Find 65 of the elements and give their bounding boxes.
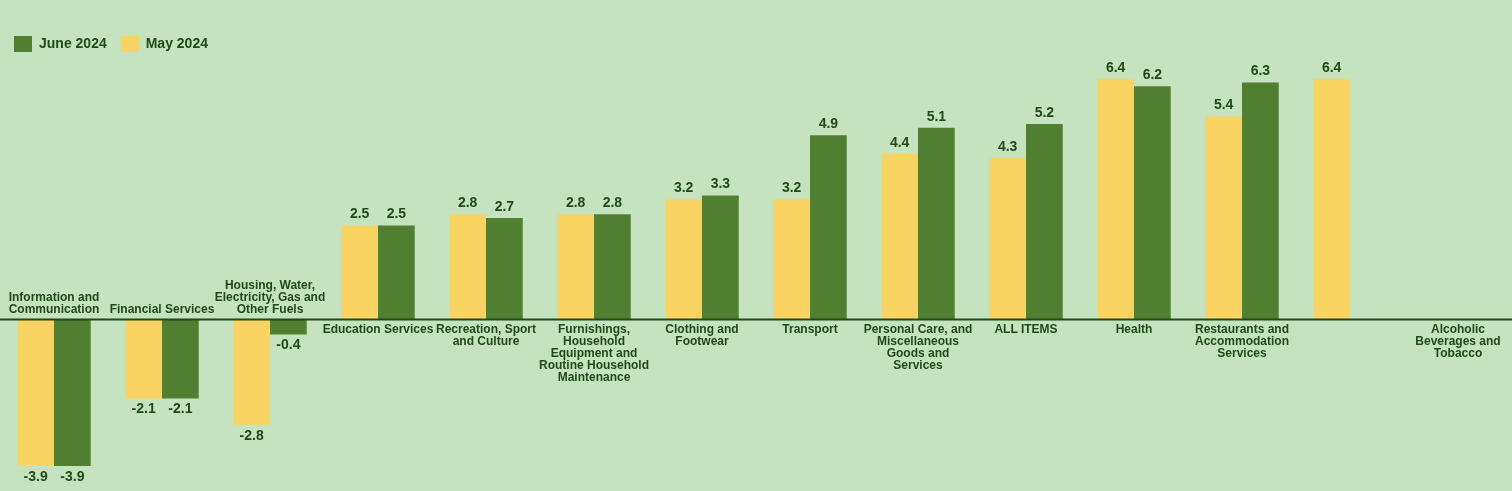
bar xyxy=(449,214,486,320)
x-tick-label: Restaurants and Accommodation Services xyxy=(1194,321,1290,360)
bar xyxy=(1242,82,1279,320)
bar xyxy=(378,225,415,320)
legend-label: June 2024 xyxy=(39,34,107,51)
bar xyxy=(1097,78,1134,320)
data-label: -2.8 xyxy=(239,426,264,443)
bar xyxy=(918,127,955,320)
bar xyxy=(1134,86,1171,320)
data-label: 4.4 xyxy=(889,133,910,150)
data-label: -2.1 xyxy=(131,400,156,417)
bar xyxy=(1026,123,1063,320)
x-tick-label: Clothing and Footwear xyxy=(665,321,739,348)
x-tick-label: Financial Services xyxy=(109,301,215,316)
x-tick-label: Transport xyxy=(782,321,838,336)
bar xyxy=(17,319,54,467)
data-label: 3.3 xyxy=(710,175,731,192)
data-label: 3.2 xyxy=(673,179,694,195)
x-tick-label: Furnishings, Household Equipment and Routine Household Maintenance xyxy=(539,321,649,384)
data-label: -2.1 xyxy=(168,400,193,417)
bar xyxy=(341,225,378,320)
bar xyxy=(881,154,918,320)
x-tick-label: Recreation, Sport and Culture xyxy=(435,321,537,348)
data-label: 6.3 xyxy=(1250,62,1271,79)
data-label: 6.4 xyxy=(1105,58,1126,75)
bar xyxy=(162,319,199,399)
data-label: 5.1 xyxy=(926,107,947,124)
x-tick-label: Information and Communication xyxy=(8,289,100,316)
data-label: 4.9 xyxy=(818,115,839,132)
data-label: 2.8 xyxy=(565,194,586,211)
data-label: 2.5 xyxy=(386,205,407,222)
bar xyxy=(665,199,702,320)
x-tick-label: Health xyxy=(1115,321,1153,336)
bar xyxy=(233,319,270,425)
bar xyxy=(594,214,631,320)
data-label: 2.7 xyxy=(494,197,515,214)
x-tick-label: Alcoholic Beverages and Tobacco xyxy=(1415,321,1501,360)
data-label: 6.2 xyxy=(1142,66,1163,83)
x-tick-label: ALL ITEMS xyxy=(994,321,1058,336)
x-tick-label: Housing, Water, Electricity, Gas and Other Fuels xyxy=(214,277,326,316)
data-label: 5.4 xyxy=(1213,96,1234,113)
bar xyxy=(54,319,91,467)
bar xyxy=(810,135,847,320)
bar xyxy=(1313,78,1350,320)
data-label: -0.4 xyxy=(276,336,301,353)
bar xyxy=(557,214,594,320)
data-label: -3.9 xyxy=(23,467,48,484)
bar xyxy=(270,319,307,335)
data-label: 2.5 xyxy=(349,205,370,222)
bar xyxy=(1205,116,1242,320)
data-label: 5.2 xyxy=(1034,103,1055,120)
bar xyxy=(989,157,1026,320)
bar xyxy=(125,319,162,399)
bar xyxy=(702,195,739,320)
bar xyxy=(773,199,810,320)
data-label: 2.8 xyxy=(602,194,623,211)
legend-label: May 2024 xyxy=(145,34,209,51)
x-tick-label: Personal Care, and Miscellaneous Goods and Services xyxy=(863,321,973,372)
x-tick-label: Education Services xyxy=(322,321,434,336)
bar xyxy=(486,217,523,320)
data-label: 4.3 xyxy=(997,137,1018,154)
data-label: -3.9 xyxy=(60,467,85,484)
data-label: 2.8 xyxy=(457,194,478,211)
data-label: 6.4 xyxy=(1321,58,1342,75)
data-label: 3.2 xyxy=(781,179,802,195)
